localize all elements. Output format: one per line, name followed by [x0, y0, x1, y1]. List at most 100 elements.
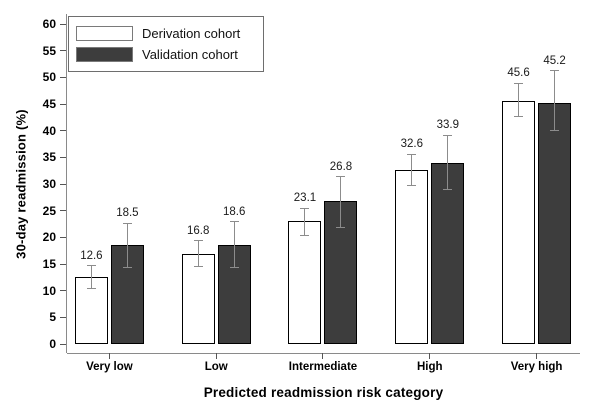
y-tick — [60, 130, 66, 132]
error-bar-cap — [407, 185, 417, 187]
y-tick — [60, 210, 66, 212]
error-bar-cap — [443, 134, 453, 136]
error-bar-cap — [336, 176, 346, 178]
bar-value-label: 16.8 — [186, 224, 210, 237]
y-tick-label: 5 — [49, 310, 56, 325]
y-tick-label: 10 — [42, 283, 56, 298]
x-tick — [108, 353, 110, 359]
error-bar-cap — [443, 189, 453, 191]
bar-value-label: 18.6 — [222, 205, 246, 218]
x-axis-title: Predicted readmission risk category — [203, 385, 444, 400]
validation-swatch — [76, 47, 133, 62]
error-bar-cap — [300, 207, 310, 209]
derivation-swatch — [76, 26, 133, 41]
y-tick-label: 45 — [42, 97, 56, 111]
error-bar-cap — [550, 70, 560, 72]
bar-value-label: 32.6 — [400, 138, 423, 151]
error-bar-cap — [514, 116, 524, 118]
category-group-very-low: 12.6 18.5 Very low — [56, 24, 163, 373]
bar-value-label: 23.1 — [293, 192, 317, 204]
error-bar-cap — [193, 266, 203, 268]
legend: Derivation cohort Validation cohort — [68, 16, 264, 72]
y-tick — [60, 316, 66, 318]
bar-value-label: 18.5 — [116, 207, 139, 220]
x-category-label: Low — [204, 361, 228, 373]
error-bar-stem — [411, 154, 413, 186]
error-bar-cap — [229, 267, 239, 269]
y-tick — [60, 343, 66, 345]
error-bar-cap — [514, 82, 524, 84]
error-bar-cap — [336, 226, 346, 228]
error-bar-stem — [304, 208, 306, 236]
error-bar-cap — [86, 265, 96, 267]
y-tick-label: 55 — [42, 43, 56, 58]
category-group-high: 32.6 33.9 High — [376, 24, 483, 373]
error-bar-stem — [126, 223, 128, 268]
error-bar-cap — [122, 266, 132, 268]
x-axis-line — [67, 353, 580, 354]
x-category-label: Very high — [510, 361, 563, 373]
y-tick-label: 20 — [42, 230, 56, 245]
y-tick — [60, 50, 66, 52]
plot-area: 12.6 18.5 Very low 16.8 18.6 Low 23.1 26.8 Inter… — [56, 24, 590, 373]
y-tick-label: 25 — [42, 203, 56, 218]
legend-item-validation: Validation cohort — [76, 44, 255, 65]
error-bar-cap — [550, 130, 560, 132]
x-tick — [322, 353, 324, 359]
error-bar-stem — [518, 83, 520, 117]
bar-derivation-cohort-intermediate — [288, 220, 322, 344]
y-tick-label: 60 — [42, 17, 56, 31]
bar-value-label: 12.6 — [80, 249, 103, 262]
error-bar-cap — [86, 287, 96, 289]
legend-label: Validation cohort — [142, 47, 238, 62]
y-tick — [60, 156, 66, 158]
bar-derivation-cohort-high — [395, 170, 429, 344]
y-tick — [60, 236, 66, 238]
category-group-very-high: 45.6 45.2 Very high — [483, 24, 590, 373]
y-axis: 0 5 10 15 20 25 30 35 40 45 50 55 60 — [0, 17, 67, 351]
bar-value-label: 45.6 — [507, 67, 530, 80]
y-tick-label: 30 — [42, 177, 56, 191]
legend-item-derivation: Derivation cohort — [76, 23, 255, 44]
y-tick-label: 35 — [42, 150, 56, 165]
bar-validation-cohort-low — [217, 244, 251, 344]
y-tick — [60, 76, 66, 78]
error-bar-cap — [300, 234, 310, 236]
x-tick — [429, 353, 431, 359]
legend-label: Derivation cohort — [142, 26, 241, 41]
x-category-label: Very low — [86, 361, 133, 373]
error-bar-stem — [447, 135, 449, 190]
bar-value-label: 33.9 — [436, 119, 459, 132]
x-tick — [536, 353, 538, 359]
bar-derivation-cohort-very-high — [502, 100, 536, 344]
y-tick-label: 50 — [42, 70, 56, 85]
x-category-label: High — [417, 361, 443, 373]
y-tick-label: 15 — [42, 257, 56, 271]
x-category-label: Intermediate — [288, 361, 358, 373]
y-axis-line — [66, 14, 67, 353]
y-tick — [60, 263, 66, 265]
error-bar-cap — [407, 153, 417, 155]
bar-validation-cohort-very-high — [538, 102, 572, 344]
error-bar-cap — [229, 221, 239, 223]
y-tick — [60, 23, 66, 25]
y-tick — [60, 290, 66, 292]
bar-value-label: 45.2 — [543, 54, 566, 67]
error-bar-stem — [197, 240, 199, 267]
y-tick — [60, 183, 66, 185]
error-bar-stem — [554, 70, 556, 131]
bar-validation-cohort-high — [431, 163, 465, 344]
error-bar-stem — [90, 265, 92, 288]
y-tick — [60, 103, 66, 105]
category-group-intermediate: 23.1 26.8 Intermediate — [270, 24, 377, 373]
error-bar-stem — [233, 221, 235, 268]
error-bar-cap — [122, 222, 132, 224]
error-bar-stem — [340, 176, 342, 228]
category-group-low: 16.8 18.6 Low — [163, 24, 270, 373]
error-bar-cap — [193, 240, 203, 242]
y-tick-label: 40 — [42, 123, 56, 138]
bar-value-label: 26.8 — [329, 160, 353, 173]
bar-derivation-cohort-low — [181, 254, 215, 344]
y-tick-label: 0 — [49, 337, 56, 351]
